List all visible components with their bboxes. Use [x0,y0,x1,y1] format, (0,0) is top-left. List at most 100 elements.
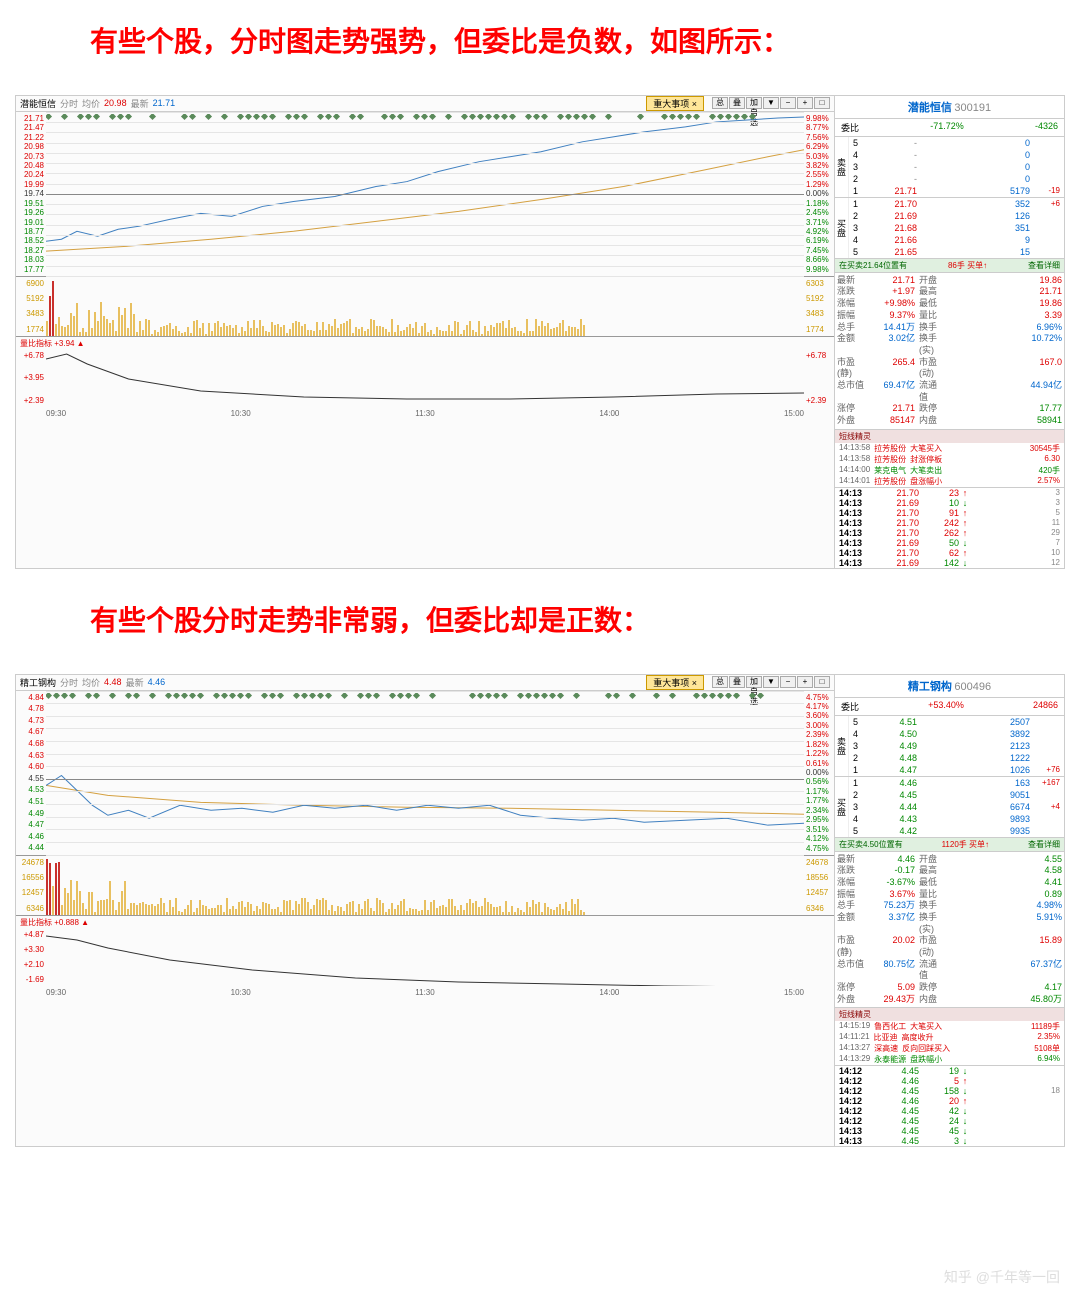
price-chart-2[interactable]: 4.844.784.734.674.684.634.604.554.534.51… [16,691,834,856]
chart-area-2: 精工钢构 分时 均价 4.48 最新 4.46 重大事项 × 总叠加自选▼−+□… [16,675,834,1147]
price-chart-1[interactable]: 21.7121.4721.2220.9820.7320.4820.2419.99… [16,112,834,277]
tick-row[interactable]: 14:1321.7091↑5 [835,508,1064,518]
tick-list-1[interactable]: 14:1321.7023↑314:1321.6910↓314:1321.7091… [835,488,1064,568]
chart-type-label: 分时 [60,97,78,110]
orderbook-row[interactable]: 3-0 [849,161,1064,173]
chart-header-2: 精工钢构 分时 均价 4.48 最新 4.46 重大事项 × 总叠加自选▼−+□ [16,675,834,691]
news-row[interactable]: 14:11:21比亚迪高度收升2.35% [835,1032,1064,1043]
metrics-1: 最新21.71开盘19.86涨跌+1.97最高21.71涨幅+9.98%最低19… [835,273,1064,430]
news-row[interactable]: 14:14:00莱克电气大笔卖出420手 [835,465,1064,476]
tick-row[interactable]: 14:124.465↑ [835,1076,1064,1086]
buy-label: 买盘 [835,198,849,258]
sidebar-1: 潜能恒信 300191 委比 -71.72% -4326 卖盘5-04-03-0… [834,96,1064,568]
major-events-tab[interactable]: 重大事项 × [646,675,704,690]
time-axis-2: 09:3010:3011:3014:0015:00 [16,986,834,999]
chart-ctrl-button[interactable]: + [797,97,813,109]
orderbook-row[interactable]: 44.439893 [849,813,1064,825]
chart-ctrl-button[interactable]: ▼ [763,676,779,688]
chart-ctrl-button[interactable]: 叠 [729,97,745,109]
chart-ctrl-button[interactable]: 加自选 [746,676,762,688]
tick-list-2[interactable]: 14:124.4519↓14:124.465↑14:124.45158↓1814… [835,1066,1064,1146]
orderbook-row[interactable]: 521.6515 [849,246,1064,258]
tick-row[interactable]: 14:1321.69142↓12 [835,558,1064,568]
chart-ctrl-button[interactable]: − [780,676,796,688]
orderbook-row[interactable]: 14.471026+76 [849,764,1064,776]
chart-ctrl-button[interactable]: □ [814,676,830,688]
metrics-2: 最新4.46开盘4.55涨跌-0.17最高4.58涨幅-3.67%最低4.41振… [835,852,1064,1009]
orderbook-row[interactable]: 14.46163+167 [849,777,1064,789]
news-row[interactable]: 14:13:27深高速反向回踩买入5108单 [835,1043,1064,1054]
news-area-2[interactable]: 短线精灵 14:15:19鲁西化工大笔买入11189手14:11:21比亚迪高度… [835,1008,1064,1066]
event-markers [46,114,804,122]
tick-row[interactable]: 14:124.4620↑ [835,1096,1064,1106]
weibi-row-1: 委比 -71.72% -4326 [835,119,1064,137]
weibi-row-2: 委比 +53.40% 24866 [835,698,1064,716]
orderbook-row[interactable]: 44.503892 [849,728,1064,740]
orderbook-1[interactable]: 卖盘5-04-03-02-0121.715179-19 买盘121.70352+… [835,137,1064,259]
orderbook-row[interactable]: 54.512507 [849,716,1064,728]
order-detail-bar-2[interactable]: 在买卖4.50位置有1120手 买单↑查看详细 [835,838,1064,852]
volume-chart-1[interactable]: 6900519234831774 6303519234831774 [16,277,834,337]
orderbook-row[interactable]: 2-0 [849,173,1064,185]
orderbook-row[interactable]: 5-0 [849,137,1064,149]
chart-ctrl-button[interactable]: 总 [712,676,728,688]
tick-row[interactable]: 14:124.4542↓ [835,1106,1064,1116]
tick-row[interactable]: 14:1321.6950↓7 [835,538,1064,548]
major-events-tab[interactable]: 重大事项 × [646,96,704,111]
tick-row[interactable]: 14:124.4519↓ [835,1066,1064,1076]
orderbook-row[interactable]: 34.492123 [849,740,1064,752]
tick-row[interactable]: 14:1321.6910↓3 [835,498,1064,508]
tick-row[interactable]: 14:124.45158↓18 [835,1086,1064,1096]
stock-title-1[interactable]: 潜能恒信 300191 [835,96,1064,119]
stock-title-2[interactable]: 精工钢构 600496 [835,675,1064,698]
stock-panel-2: 精工钢构 分时 均价 4.48 最新 4.46 重大事项 × 总叠加自选▼−+□… [15,674,1065,1148]
ratio-chart-1[interactable]: 量比指标 +3.94 ▲ +6.78+3.95+2.39 +6.78+2.39 [16,337,834,407]
sell-label: 卖盘 [835,137,849,197]
news-row[interactable]: 14:14:01拉芳股份盘涨幅小2.57% [835,476,1064,487]
annotation-1: 有些个股，分时图走势强势，但委比是负数，如图所示： [0,0,1080,85]
chart-area-1: 潜能恒信 分时 均价 20.98 最新 21.71 重大事项 × 总叠加自选▼−… [16,96,834,568]
event-markers [46,693,804,701]
order-detail-bar-1[interactable]: 在买卖21.64位置有86手 买单↑查看详细 [835,259,1064,273]
chart-ctrl-button[interactable]: 总 [712,97,728,109]
orderbook-row[interactable]: 4-0 [849,149,1064,161]
news-row[interactable]: 14:13:58拉芳股份封涨停板6.30 [835,454,1064,465]
orderbook-row[interactable]: 121.715179-19 [849,185,1064,197]
chart-ctrl-button[interactable]: + [797,676,813,688]
orderbook-row[interactable]: 54.429935 [849,825,1064,837]
orderbook-row[interactable]: 421.669 [849,234,1064,246]
volume-chart-2[interactable]: 2467816556124576346 2467818556124576346 [16,856,834,916]
orderbook-row[interactable]: 121.70352+6 [849,198,1064,210]
chart-controls: 总叠加自选▼−+□ [712,97,830,109]
watermark: 知乎 @千年等一回 [944,1267,1060,1287]
orderbook-row[interactable]: 24.459051 [849,789,1064,801]
orderbook-row[interactable]: 321.68351 [849,222,1064,234]
tick-row[interactable]: 14:1321.7062↑10 [835,548,1064,558]
chart-ctrl-button[interactable]: ▼ [763,97,779,109]
news-row[interactable]: 14:13:58拉芳股份大笔买入30545手 [835,443,1064,454]
chart-ctrl-button[interactable]: 加自选 [746,97,762,109]
tick-row[interactable]: 14:124.4524↓ [835,1116,1064,1126]
ratio-chart-2[interactable]: 量比指标 +0.888 ▲ +4.87+3.30+2.10-1.69 [16,916,834,986]
news-row[interactable]: 14:13:29永泰能源盘跌幅小6.94% [835,1054,1064,1065]
annotation-2: 有些个股分时走势非常弱，但委比却是正数： [0,579,1080,664]
chart-ctrl-button[interactable]: 叠 [729,676,745,688]
news-area-1[interactable]: 短线精灵 14:13:58拉芳股份大笔买入30545手14:13:58拉芳股份封… [835,430,1064,488]
news-row[interactable]: 14:15:19鲁西化工大笔买入11189手 [835,1021,1064,1032]
chart-ctrl-button[interactable]: − [780,97,796,109]
orderbook-row[interactable]: 221.69126 [849,210,1064,222]
orderbook-2[interactable]: 卖盘54.51250744.50389234.49212324.48122214… [835,716,1064,838]
orderbook-row[interactable]: 34.446674+4 [849,801,1064,813]
tick-row[interactable]: 14:1321.70262↑29 [835,528,1064,538]
tick-row[interactable]: 14:134.4545↓ [835,1126,1064,1136]
chart-stock-name: 潜能恒信 [20,97,56,110]
time-axis-1: 09:3010:3011:3014:0015:00 [16,407,834,420]
chart-header-1: 潜能恒信 分时 均价 20.98 最新 21.71 重大事项 × 总叠加自选▼−… [16,96,834,112]
tick-row[interactable]: 14:1321.7023↑3 [835,488,1064,498]
chart-ctrl-button[interactable]: □ [814,97,830,109]
stock-panel-1: 潜能恒信 分时 均价 20.98 最新 21.71 重大事项 × 总叠加自选▼−… [15,95,1065,569]
tick-row[interactable]: 14:134.453↓ [835,1136,1064,1146]
sidebar-2: 精工钢构 600496 委比 +53.40% 24866 卖盘54.512507… [834,675,1064,1147]
orderbook-row[interactable]: 24.481222 [849,752,1064,764]
tick-row[interactable]: 14:1321.70242↑11 [835,518,1064,528]
